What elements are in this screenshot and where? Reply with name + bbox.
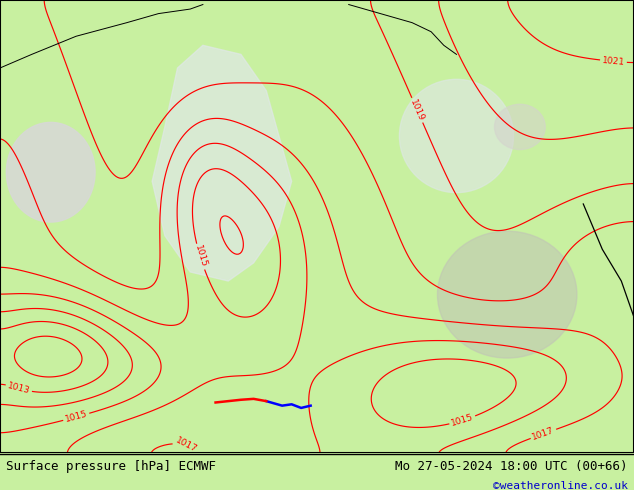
Text: 1021: 1021 bbox=[602, 56, 625, 67]
Text: 1015: 1015 bbox=[64, 410, 89, 424]
Text: 1017: 1017 bbox=[174, 436, 198, 455]
Text: Mo 27-05-2024 18:00 UTC (00+66): Mo 27-05-2024 18:00 UTC (00+66) bbox=[395, 460, 628, 473]
Text: 1015: 1015 bbox=[193, 245, 208, 269]
Ellipse shape bbox=[6, 122, 95, 222]
Text: ©weatheronline.co.uk: ©weatheronline.co.uk bbox=[493, 481, 628, 490]
Text: Surface pressure [hPa] ECMWF: Surface pressure [hPa] ECMWF bbox=[6, 460, 216, 473]
Text: 1019: 1019 bbox=[408, 98, 426, 122]
Text: 1013: 1013 bbox=[6, 381, 31, 396]
Ellipse shape bbox=[495, 104, 545, 149]
Polygon shape bbox=[152, 46, 292, 281]
Text: 1017: 1017 bbox=[531, 426, 556, 442]
Ellipse shape bbox=[437, 231, 577, 358]
Ellipse shape bbox=[399, 79, 514, 193]
Text: 1015: 1015 bbox=[450, 413, 475, 428]
